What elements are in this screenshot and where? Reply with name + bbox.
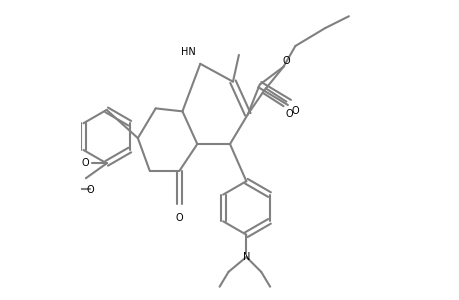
Text: O: O [86, 185, 94, 195]
Text: O: O [291, 106, 298, 116]
Text: O: O [282, 56, 290, 66]
Text: N: N [242, 252, 250, 262]
Text: O: O [81, 158, 89, 168]
Text: HN: HN [181, 47, 196, 57]
Text: O: O [285, 109, 293, 119]
Text: O: O [175, 213, 183, 224]
